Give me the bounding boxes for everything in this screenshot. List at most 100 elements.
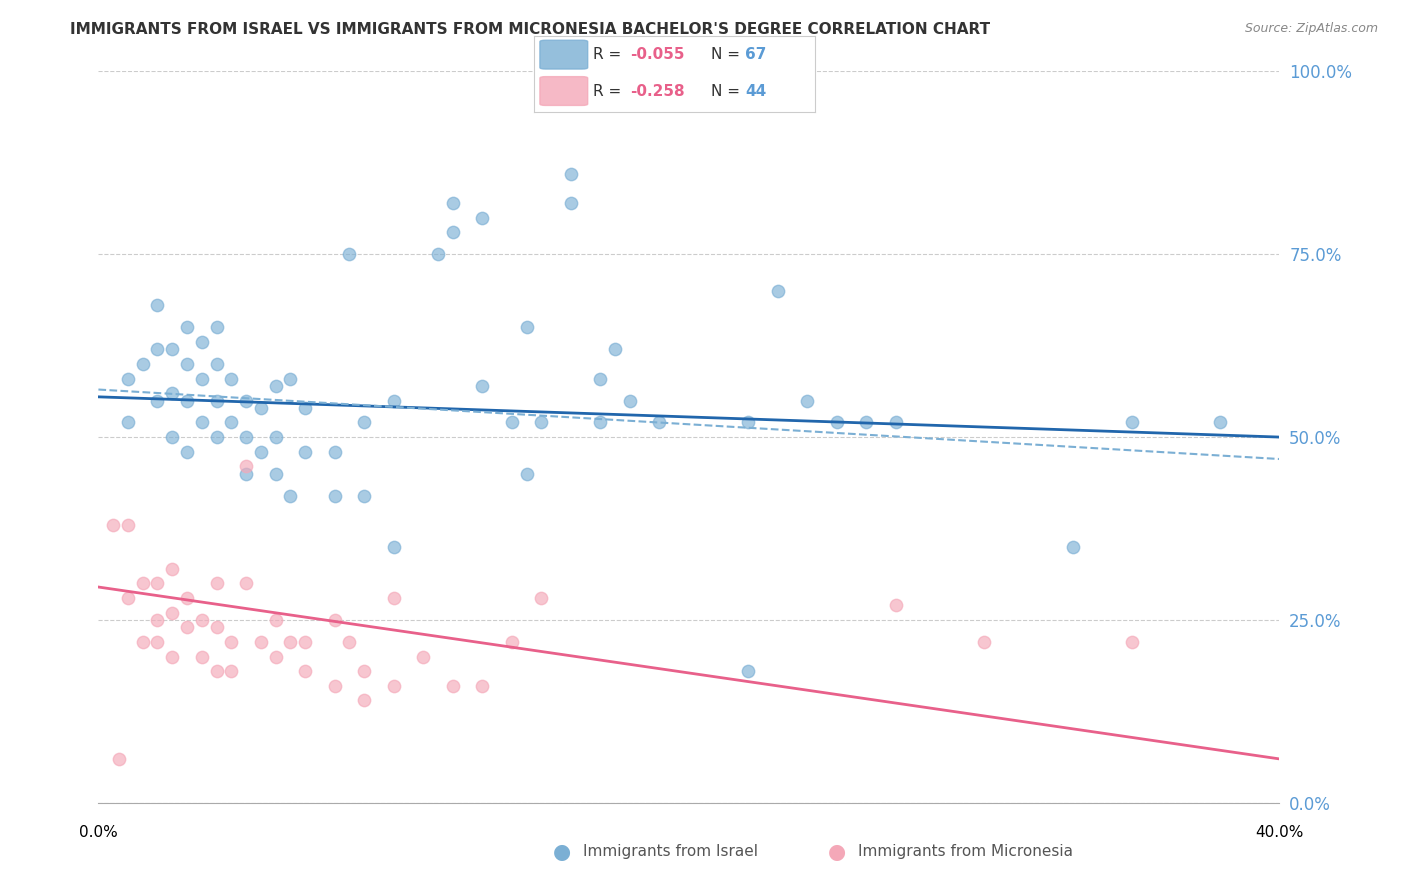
Text: R =: R = (593, 47, 621, 62)
Point (648, 416, 671, 430)
Text: N =: N = (711, 84, 741, 98)
Point (191, 371, 214, 385)
Point (737, 664, 759, 678)
Point (427, 247, 450, 261)
Point (176, 320, 198, 334)
Text: N =: N = (711, 47, 741, 62)
Point (162, 343, 183, 357)
Point (132, 357, 155, 371)
Point (501, 635, 523, 649)
Text: 40.0%: 40.0% (1256, 825, 1303, 840)
Point (619, 393, 641, 408)
Point (323, 444, 346, 458)
Point (264, 613, 287, 627)
Point (176, 357, 198, 371)
Point (589, 371, 612, 385)
Point (191, 649, 214, 664)
Point (1209, 416, 1232, 430)
Point (884, 416, 907, 430)
Point (353, 693, 375, 707)
Text: Source: ZipAtlas.com: Source: ZipAtlas.com (1244, 22, 1378, 36)
Point (382, 393, 405, 408)
Point (501, 416, 523, 430)
Point (353, 489, 375, 503)
Text: R =: R = (593, 84, 621, 98)
Point (855, 416, 877, 430)
Point (589, 416, 612, 430)
Point (605, 343, 627, 357)
Point (278, 489, 302, 503)
Point (471, 211, 494, 225)
Point (973, 635, 995, 649)
Point (191, 613, 214, 627)
Point (560, 196, 582, 211)
Point (471, 679, 494, 693)
Point (515, 467, 537, 481)
Point (294, 401, 316, 415)
Text: 44: 44 (745, 84, 766, 98)
Point (117, 591, 139, 605)
Point (235, 576, 257, 591)
Point (108, 752, 131, 766)
Point (250, 635, 273, 649)
Point (264, 467, 287, 481)
Point (162, 649, 183, 664)
Point (339, 247, 360, 261)
Point (382, 540, 405, 554)
Point (205, 620, 228, 634)
Point (825, 416, 848, 430)
Point (235, 467, 257, 481)
Point (191, 416, 214, 430)
Point (176, 591, 198, 605)
Point (1121, 635, 1143, 649)
Point (264, 379, 287, 393)
Point (176, 620, 198, 634)
Point (294, 635, 316, 649)
Point (117, 371, 139, 385)
Point (162, 386, 183, 401)
Point (382, 679, 405, 693)
Point (117, 416, 139, 430)
Text: Immigrants from Micronesia: Immigrants from Micronesia (858, 845, 1073, 859)
Point (146, 343, 169, 357)
Point (219, 416, 242, 430)
Point (146, 393, 169, 408)
Text: 0.0%: 0.0% (79, 825, 118, 840)
Point (323, 613, 346, 627)
Point (796, 393, 818, 408)
Point (530, 416, 553, 430)
Point (737, 416, 759, 430)
Point (323, 679, 346, 693)
Point (515, 320, 537, 334)
Point (471, 379, 494, 393)
Point (412, 649, 434, 664)
Point (235, 393, 257, 408)
Point (353, 664, 375, 678)
Point (219, 371, 242, 385)
Point (176, 393, 198, 408)
Text: 67: 67 (745, 47, 766, 62)
Point (205, 430, 228, 444)
Point (219, 635, 242, 649)
Text: ●: ● (554, 842, 571, 862)
Point (205, 320, 228, 334)
Point (235, 459, 257, 474)
Point (250, 444, 273, 458)
Point (441, 225, 464, 239)
Point (264, 649, 287, 664)
Text: Immigrants from Israel: Immigrants from Israel (583, 845, 758, 859)
Point (560, 167, 582, 181)
Point (530, 591, 553, 605)
Point (766, 284, 789, 298)
Point (884, 599, 907, 613)
Point (132, 635, 155, 649)
Point (278, 371, 302, 385)
Point (323, 489, 346, 503)
Point (205, 393, 228, 408)
Point (176, 444, 198, 458)
Text: ●: ● (828, 842, 845, 862)
Text: IMMIGRANTS FROM ISRAEL VS IMMIGRANTS FROM MICRONESIA BACHELOR'S DEGREE CORRELATI: IMMIGRANTS FROM ISRAEL VS IMMIGRANTS FRO… (70, 22, 990, 37)
Point (441, 679, 464, 693)
Point (146, 613, 169, 627)
Point (441, 196, 464, 211)
